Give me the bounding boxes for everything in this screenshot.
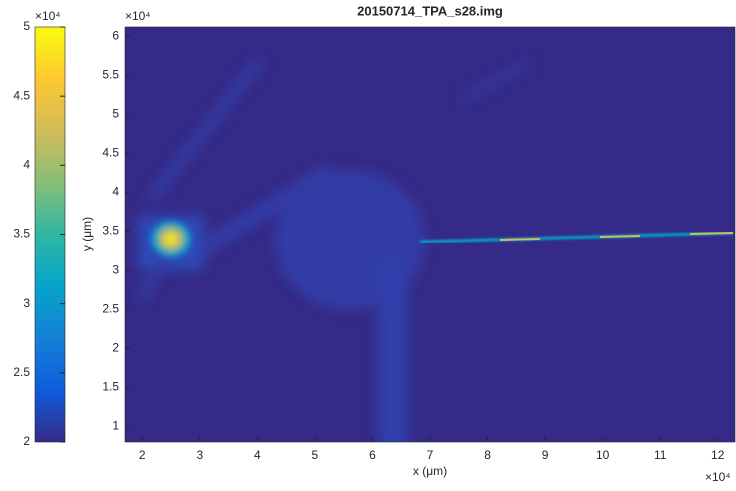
colorbar-exponent: ×10⁴ <box>35 9 61 23</box>
y-axis-label: y (μm) <box>80 217 94 251</box>
y-tick-label: 4 <box>112 185 119 199</box>
colorbar-tick-label: 3 <box>23 296 30 310</box>
y-tick-label: 3.5 <box>102 224 119 238</box>
colorbar-tick-label: 2 <box>23 434 30 448</box>
x-tick-label: 8 <box>484 448 491 462</box>
y-tick-label: 2.5 <box>102 302 119 316</box>
y-tick-label: 5.5 <box>102 68 119 82</box>
x-tick-label: 11 <box>654 448 667 462</box>
colorbar-tick-label: 4 <box>23 158 30 172</box>
y-tick-label: 1 <box>112 419 119 433</box>
y-tick-label: 4.5 <box>102 146 119 160</box>
colorbar-tick-label: 5 <box>23 19 30 33</box>
y-tick-label: 1.5 <box>102 380 119 394</box>
y-tick-label: 5 <box>112 107 119 121</box>
y-tick-label: 3 <box>112 263 119 277</box>
colorbar-tick-label: 4.5 <box>13 88 30 102</box>
chart-title: 20150714_TPA_s28.img <box>357 3 503 18</box>
x-tick-label: 6 <box>369 448 376 462</box>
x-axis-label: x (μm) <box>413 464 447 478</box>
y-tick-label: 6 <box>112 29 119 43</box>
heatmap-image <box>125 27 735 442</box>
x-tick-label: 4 <box>254 448 261 462</box>
colorbar-tick-label: 3.5 <box>13 227 30 241</box>
y-exponent: ×10⁴ <box>125 9 151 23</box>
x-tick-label: 2 <box>139 448 146 462</box>
x-tick-label: 12 <box>711 448 725 462</box>
x-tick-label: 9 <box>542 448 549 462</box>
x-tick-label: 5 <box>312 448 319 462</box>
x-tick-label: 3 <box>196 448 203 462</box>
x-exponent: ×10⁴ <box>705 470 731 484</box>
y-tick-label: 2 <box>112 341 119 355</box>
colorbar-tick-label: 2.5 <box>13 365 30 379</box>
x-tick-label: 10 <box>596 448 610 462</box>
x-tick-label: 7 <box>427 448 434 462</box>
